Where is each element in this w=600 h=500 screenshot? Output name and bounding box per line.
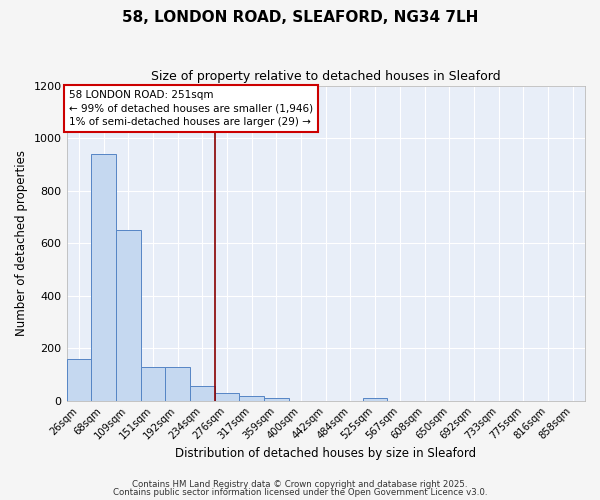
Bar	[363, 398, 388, 401]
Bar	[116, 230, 140, 401]
Bar	[91, 154, 116, 401]
Bar	[215, 393, 239, 401]
Bar	[239, 396, 264, 401]
Bar	[140, 367, 165, 401]
Bar	[165, 367, 190, 401]
Bar	[67, 359, 91, 401]
Title: Size of property relative to detached houses in Sleaford: Size of property relative to detached ho…	[151, 70, 500, 83]
X-axis label: Distribution of detached houses by size in Sleaford: Distribution of detached houses by size …	[175, 447, 476, 460]
Bar	[264, 398, 289, 401]
Text: Contains HM Land Registry data © Crown copyright and database right 2025.: Contains HM Land Registry data © Crown c…	[132, 480, 468, 489]
Text: 58 LONDON ROAD: 251sqm
← 99% of detached houses are smaller (1,946)
1% of semi-d: 58 LONDON ROAD: 251sqm ← 99% of detached…	[69, 90, 313, 126]
Bar	[190, 386, 215, 401]
Y-axis label: Number of detached properties: Number of detached properties	[15, 150, 28, 336]
Text: 58, LONDON ROAD, SLEAFORD, NG34 7LH: 58, LONDON ROAD, SLEAFORD, NG34 7LH	[122, 10, 478, 25]
Text: Contains public sector information licensed under the Open Government Licence v3: Contains public sector information licen…	[113, 488, 487, 497]
